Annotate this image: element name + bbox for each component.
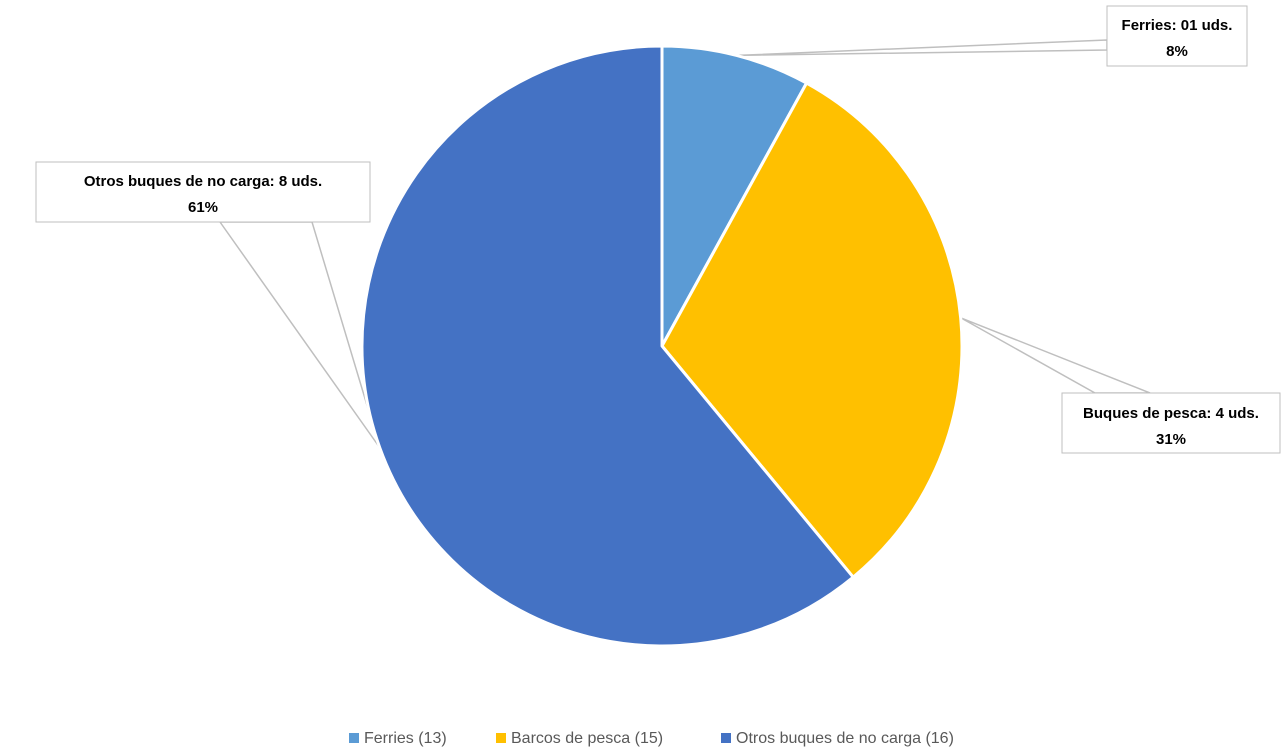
legend-swatch [496, 733, 506, 743]
legend-swatch [349, 733, 359, 743]
legend-item-barcos-de-pesca: Barcos de pesca (15) [496, 730, 663, 747]
callout-box [1061, 392, 1281, 454]
pie-slices [360, 44, 964, 648]
legend-label: Barcos de pesca (15) [511, 730, 663, 747]
legend-item-ferries: Ferries (13) [349, 730, 447, 747]
callout-label: Ferries: 01 uds. [1122, 17, 1233, 34]
callout-buques-de-pesca: Buques de pesca: 4 uds. 31% [1061, 392, 1281, 454]
legend-label: Ferries (13) [364, 730, 447, 747]
callout-leader-0 [736, 39, 1108, 57]
legend-label: Otros buques de no carga (16) [736, 730, 954, 747]
callout-label: Buques de pesca: 4 uds. [1083, 405, 1259, 422]
callout-percent: 8% [1166, 43, 1188, 60]
legend: Ferries (13) Barcos de pesca (15) Otros … [349, 730, 954, 747]
callout-box [1106, 5, 1248, 67]
callout-otros-buques: Otros buques de no carga: 8 uds. 61% [35, 161, 371, 223]
callout-box [35, 161, 371, 223]
callout-label: Otros buques de no carga: 8 uds. [84, 173, 322, 190]
callout-percent: 61% [188, 199, 218, 216]
callout-percent: 31% [1156, 431, 1186, 448]
legend-swatch [721, 733, 731, 743]
legend-item-otros-buques: Otros buques de no carga (16) [721, 730, 954, 747]
pie-slice-2 [360, 44, 855, 648]
callout-leader-1 [960, 317, 1151, 394]
callout-leader-2 [218, 221, 381, 449]
pie-slice-0 [660, 44, 809, 348]
pie-slice-1 [660, 81, 964, 579]
callout-ferries: Ferries: 01 uds. 8% [1106, 5, 1248, 67]
